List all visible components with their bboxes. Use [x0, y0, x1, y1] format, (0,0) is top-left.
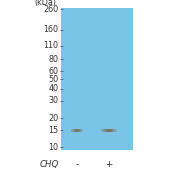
- Text: 40: 40: [48, 84, 58, 93]
- Text: (kDa): (kDa): [35, 0, 57, 7]
- Text: 15: 15: [48, 126, 58, 135]
- Text: 20: 20: [48, 114, 58, 123]
- Text: +: +: [105, 160, 112, 169]
- Text: 10: 10: [48, 143, 58, 152]
- Text: 30: 30: [48, 96, 58, 105]
- Text: 50: 50: [48, 75, 58, 84]
- Text: 160: 160: [43, 25, 58, 34]
- Bar: [61, 8, 133, 150]
- Text: 80: 80: [48, 55, 58, 64]
- Text: 110: 110: [43, 41, 58, 50]
- Text: CHQ: CHQ: [40, 160, 59, 169]
- Text: 60: 60: [48, 67, 58, 76]
- Text: -: -: [75, 160, 79, 169]
- Text: 260: 260: [43, 5, 58, 14]
